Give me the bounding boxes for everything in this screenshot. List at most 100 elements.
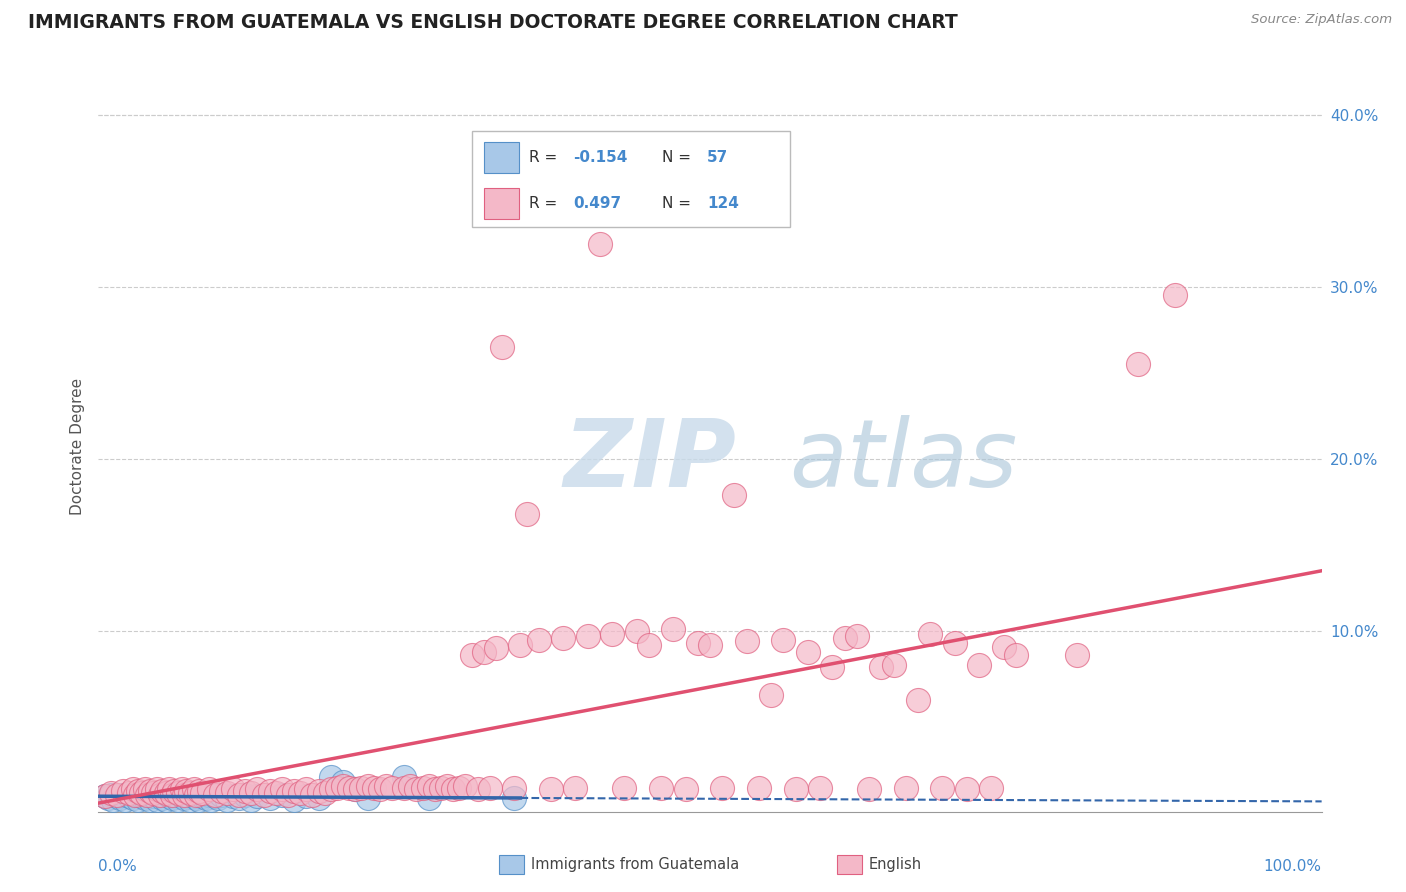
Point	[121, 791, 143, 805]
Point	[259, 791, 281, 805]
Point	[176, 788, 198, 802]
Point	[233, 788, 256, 802]
Point	[222, 782, 245, 797]
Point	[170, 789, 193, 804]
Text: R =: R =	[529, 150, 562, 165]
Point	[785, 782, 807, 797]
Point	[392, 780, 416, 795]
Point	[1066, 648, 1088, 662]
Bar	[484, 187, 519, 219]
Point	[100, 786, 122, 800]
Point	[553, 631, 575, 645]
Point	[150, 791, 173, 805]
Point	[179, 792, 201, 806]
Point	[233, 784, 256, 798]
Point	[368, 782, 391, 797]
Point	[127, 792, 149, 806]
Point	[509, 638, 531, 652]
Point	[186, 788, 208, 802]
Point	[204, 789, 226, 804]
Point	[650, 780, 672, 795]
Point	[290, 786, 312, 800]
Point	[883, 658, 905, 673]
Point	[423, 782, 446, 797]
Point	[93, 789, 115, 804]
Point	[129, 789, 152, 804]
Point	[163, 788, 186, 802]
Point	[183, 789, 205, 804]
Point	[1128, 357, 1150, 371]
Point	[118, 786, 141, 800]
Point	[374, 779, 396, 793]
Point	[460, 648, 482, 662]
Point	[478, 780, 501, 795]
Point	[308, 784, 330, 798]
Point	[418, 779, 440, 793]
Point	[124, 788, 146, 802]
Point	[270, 788, 294, 802]
Point	[136, 788, 159, 802]
Point	[564, 780, 586, 795]
Point	[314, 786, 336, 800]
Point	[436, 779, 458, 793]
Point	[150, 784, 173, 798]
Point	[157, 782, 180, 797]
Text: 0.497: 0.497	[574, 195, 621, 211]
Point	[399, 779, 422, 793]
Point	[845, 629, 868, 643]
Text: 124: 124	[707, 195, 738, 211]
Point	[111, 788, 134, 802]
Point	[167, 786, 190, 800]
Point	[197, 788, 219, 802]
Point	[748, 780, 770, 795]
Point	[381, 780, 404, 795]
Point	[472, 645, 495, 659]
Text: N =: N =	[662, 195, 696, 211]
Point	[319, 782, 342, 797]
Point	[173, 791, 195, 805]
Point	[662, 622, 685, 636]
Point	[772, 632, 794, 647]
Point	[155, 786, 177, 800]
Text: ZIP: ZIP	[564, 415, 737, 507]
Point	[907, 693, 929, 707]
Point	[209, 788, 232, 802]
Point	[100, 788, 122, 802]
Point	[167, 792, 190, 806]
Point	[675, 782, 697, 797]
Point	[344, 782, 367, 797]
Point	[134, 782, 156, 797]
Point	[467, 782, 489, 797]
Point	[711, 780, 734, 795]
Point	[270, 782, 294, 797]
Point	[277, 788, 299, 802]
Point	[121, 782, 143, 797]
Point	[319, 770, 342, 784]
Point	[197, 782, 219, 797]
Point	[344, 782, 367, 797]
Point	[191, 789, 214, 804]
Point	[441, 782, 464, 797]
Point	[155, 792, 177, 806]
Point	[308, 791, 330, 805]
Point	[418, 791, 440, 805]
Point	[1164, 288, 1187, 302]
Text: Source: ZipAtlas.com: Source: ZipAtlas.com	[1251, 13, 1392, 27]
Point	[134, 791, 156, 805]
Point	[124, 788, 146, 802]
Text: 100.0%: 100.0%	[1264, 859, 1322, 874]
Point	[1004, 648, 1026, 662]
Point	[142, 789, 165, 804]
Point	[129, 786, 152, 800]
Point	[301, 788, 323, 802]
Point	[485, 641, 508, 656]
Point	[160, 791, 183, 805]
Point	[118, 789, 141, 804]
Point	[638, 638, 661, 652]
Point	[110, 791, 132, 805]
Point	[142, 786, 165, 800]
Point	[613, 780, 636, 795]
Point	[449, 780, 471, 795]
Point	[228, 788, 250, 802]
Point	[356, 791, 378, 805]
